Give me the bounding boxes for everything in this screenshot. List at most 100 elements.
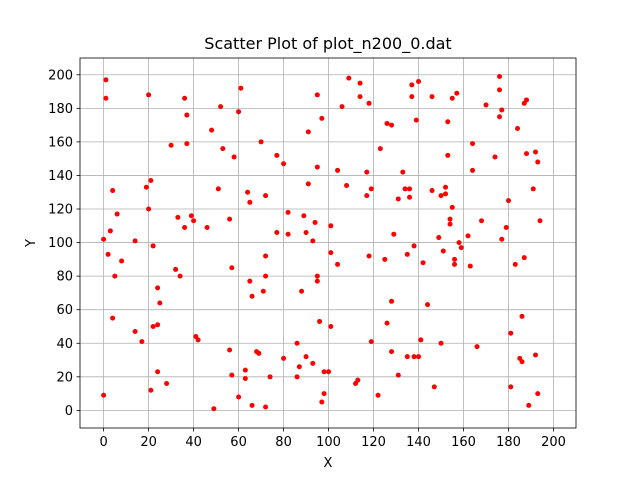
data-point bbox=[524, 151, 530, 157]
data-point bbox=[454, 90, 460, 96]
data-point bbox=[429, 188, 435, 194]
data-point bbox=[319, 115, 325, 121]
data-point bbox=[294, 340, 300, 346]
data-point bbox=[267, 374, 273, 380]
data-point bbox=[146, 206, 152, 212]
data-point bbox=[389, 349, 395, 355]
data-point bbox=[150, 323, 156, 329]
data-point bbox=[173, 266, 179, 272]
data-point bbox=[103, 95, 109, 101]
data-point bbox=[303, 230, 309, 236]
data-point bbox=[521, 255, 527, 261]
data-point bbox=[508, 384, 514, 390]
data-point bbox=[148, 387, 154, 393]
x-tick-label: 140 bbox=[406, 435, 431, 450]
data-point bbox=[294, 374, 300, 380]
data-point bbox=[375, 392, 381, 398]
data-point bbox=[132, 238, 138, 244]
y-tick-label: 40 bbox=[56, 337, 73, 352]
data-point bbox=[238, 85, 244, 91]
data-point bbox=[431, 384, 437, 390]
data-point bbox=[404, 354, 410, 360]
data-point bbox=[483, 102, 489, 108]
data-point bbox=[384, 120, 390, 126]
data-point bbox=[305, 181, 311, 187]
data-point bbox=[101, 236, 107, 242]
y-tick-label: 80 bbox=[56, 270, 73, 285]
data-point bbox=[389, 298, 395, 304]
data-point bbox=[409, 82, 415, 88]
data-point bbox=[301, 213, 307, 219]
data-point bbox=[411, 243, 417, 249]
data-point bbox=[218, 104, 224, 110]
data-point bbox=[366, 253, 372, 259]
data-point bbox=[107, 228, 113, 234]
data-point bbox=[407, 186, 413, 192]
y-tick-label: 160 bbox=[48, 135, 73, 150]
data-point bbox=[103, 77, 109, 83]
data-point bbox=[470, 167, 476, 173]
data-point bbox=[204, 224, 210, 230]
data-point bbox=[503, 224, 509, 230]
data-point bbox=[533, 352, 539, 358]
data-point bbox=[411, 354, 417, 360]
data-point bbox=[195, 337, 201, 343]
data-point bbox=[447, 216, 453, 222]
data-point bbox=[357, 80, 363, 86]
data-point bbox=[146, 92, 152, 98]
data-point bbox=[535, 391, 541, 397]
data-point bbox=[533, 149, 539, 155]
data-point bbox=[416, 354, 422, 360]
data-point bbox=[249, 293, 255, 299]
data-point bbox=[299, 288, 305, 294]
data-point bbox=[512, 261, 518, 267]
data-point bbox=[449, 204, 455, 210]
data-point bbox=[452, 256, 458, 262]
data-point bbox=[364, 169, 370, 175]
data-point bbox=[328, 323, 334, 329]
x-tick-label: 80 bbox=[275, 435, 292, 450]
x-tick-label: 40 bbox=[185, 435, 202, 450]
data-point bbox=[215, 186, 221, 192]
data-point bbox=[474, 344, 480, 350]
chart-title: Scatter Plot of plot_n200_0.dat bbox=[204, 34, 451, 54]
y-tick-label: 100 bbox=[48, 236, 73, 251]
data-point bbox=[335, 261, 341, 267]
data-point bbox=[256, 350, 262, 356]
data-point bbox=[155, 369, 161, 375]
data-point bbox=[400, 169, 406, 175]
data-point bbox=[110, 315, 116, 321]
data-point bbox=[258, 139, 264, 145]
data-point bbox=[407, 194, 413, 200]
data-point bbox=[339, 104, 345, 110]
data-point bbox=[148, 177, 154, 183]
x-tick-label: 0 bbox=[99, 435, 107, 450]
data-point bbox=[467, 263, 473, 269]
y-tick-label: 180 bbox=[48, 102, 73, 117]
data-point bbox=[506, 198, 512, 204]
data-point bbox=[101, 392, 107, 398]
data-point bbox=[535, 159, 541, 165]
data-point bbox=[305, 129, 311, 135]
data-point bbox=[321, 391, 327, 397]
data-point bbox=[236, 109, 242, 115]
data-point bbox=[229, 265, 235, 271]
data-point bbox=[425, 302, 431, 308]
data-point bbox=[443, 191, 449, 197]
data-point bbox=[191, 218, 197, 224]
data-point bbox=[143, 184, 149, 190]
data-point bbox=[314, 164, 320, 170]
data-point bbox=[263, 193, 269, 199]
data-point bbox=[274, 230, 280, 236]
data-points bbox=[101, 73, 543, 412]
y-axis-label: Y bbox=[24, 239, 39, 248]
data-point bbox=[247, 278, 253, 284]
data-point bbox=[440, 248, 446, 254]
data-point bbox=[409, 94, 415, 100]
data-point bbox=[366, 100, 372, 106]
data-point bbox=[285, 231, 291, 237]
data-point bbox=[314, 92, 320, 98]
x-tick-label: 60 bbox=[230, 435, 247, 450]
data-point bbox=[310, 360, 316, 366]
